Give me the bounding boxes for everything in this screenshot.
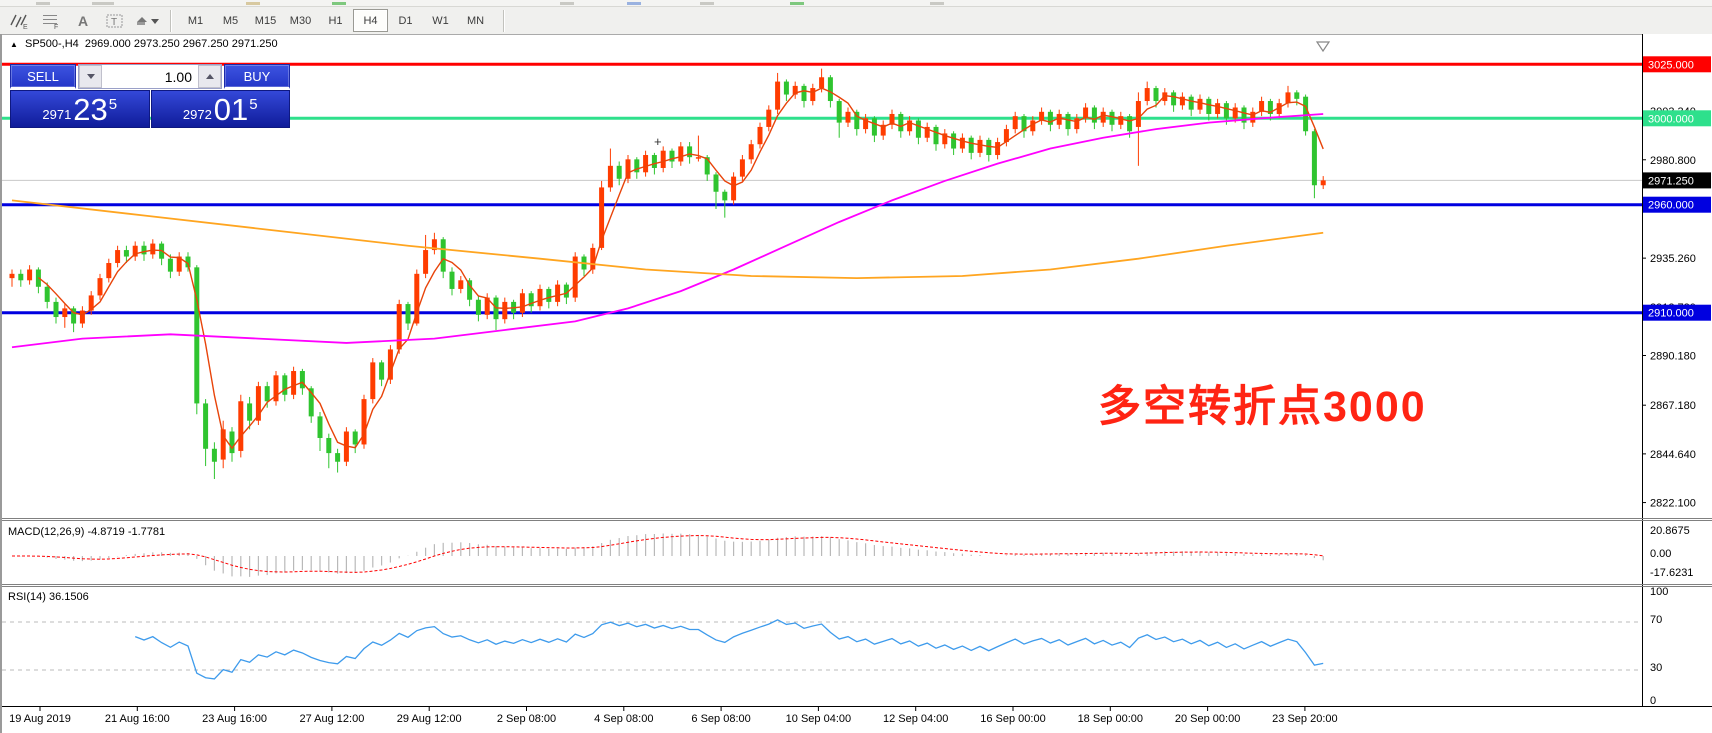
volume-increase-button[interactable] [198, 65, 221, 88]
collapse-triangle-icon[interactable]: ▲ [10, 40, 18, 49]
toolbar-separator [170, 9, 172, 32]
symbol-name: SP500-,H4 [24, 38, 79, 50]
time-label: 19 Aug 2019 [9, 713, 71, 725]
buy-price[interactable]: 2972 01 5 [150, 90, 290, 128]
price-badge [1643, 304, 1711, 321]
timeframe-button-mn[interactable]: MN [466, 14, 485, 27]
rsi-axis-label: 100 [1650, 586, 1668, 598]
macd-axis-label: -17.6231 [1650, 567, 1693, 579]
timeframe-button-m1[interactable]: M1 [187, 14, 204, 27]
caret-up-icon [205, 74, 214, 79]
timeframe-button-h1[interactable]: H1 [328, 14, 343, 27]
rsi-label: RSI(14) 36.1506 [8, 591, 89, 603]
one-click-trade-panel: SELL BUY 2971 23 5 2972 01 5 [10, 64, 290, 128]
timeframe-button-w1[interactable]: W1 [432, 14, 449, 27]
time-label: 23 Aug 16:00 [202, 713, 267, 725]
svg-text:F: F [54, 24, 58, 30]
sell-price[interactable]: 2971 23 5 [10, 90, 150, 128]
text-box-icon[interactable]: T [102, 10, 128, 31]
timeframe-button-d1[interactable]: D1 [398, 14, 413, 27]
time-label: 12 Sep 04:00 [883, 713, 948, 725]
chart-annotation[interactable]: 多空转折点3000 [1098, 383, 1427, 431]
chart-shift-marker [1315, 41, 1331, 53]
chart-toolbar: E F A T M1 M5 M15 M30 H1 H4 D1 W1 MN [0, 7, 1712, 35]
price-tick: 2822.100 [1650, 498, 1696, 510]
price-tick: 2980.800 [1650, 155, 1696, 167]
caret-down-icon [86, 74, 95, 79]
macd-label: MACD(12,26,9) -4.8719 -1.7781 [8, 526, 166, 538]
buy-button[interactable]: BUY [224, 64, 290, 89]
volume-decrease-button[interactable] [79, 65, 102, 88]
chart-window[interactable]: ▲ SP500-,H4 2969.000 2973.250 2967.250 2… [0, 34, 1712, 733]
svg-text:3025.000: 3025.000 [1648, 59, 1694, 71]
rsi-axis-label: 70 [1650, 614, 1662, 626]
price-tick: 2844.640 [1650, 449, 1696, 461]
time-label: 6 Sep 08:00 [691, 713, 750, 725]
price-badge [1643, 172, 1711, 189]
time-label: 10 Sep 04:00 [786, 713, 851, 725]
rsi-axis-label: 30 [1650, 662, 1662, 674]
time-label: 27 Aug 12:00 [299, 713, 364, 725]
timeframe-button-m15[interactable]: M15 [254, 14, 277, 27]
time-label: 29 Aug 12:00 [397, 713, 462, 725]
time-label: 16 Sep 00:00 [980, 713, 1045, 725]
volume-box [78, 64, 222, 89]
text-label-icon[interactable]: A [77, 12, 89, 29]
sell-button[interactable]: SELL [10, 64, 76, 89]
price-tick: 2935.260 [1650, 253, 1696, 265]
chart-object-cross: + [654, 134, 662, 149]
price-badge [1643, 196, 1711, 213]
svg-text:2910.000: 2910.000 [1648, 308, 1694, 320]
price-tick: 2867.180 [1650, 400, 1696, 412]
cropped-toolbar-row [0, 0, 1712, 7]
timeframe-button-m30[interactable]: M30 [289, 14, 312, 27]
indicators-icon[interactable]: E [6, 10, 32, 31]
price-badge [1643, 56, 1711, 73]
timeframe-button-h4[interactable]: H4 [353, 9, 388, 32]
cycles-icon[interactable] [134, 10, 160, 31]
macd-axis-label: 0.00 [1650, 548, 1671, 560]
time-label: 2 Sep 08:00 [497, 713, 556, 725]
volume-input[interactable] [102, 65, 198, 88]
time-label: 23 Sep 20:00 [1272, 713, 1337, 725]
macd-axis-label: 20.8675 [1650, 525, 1690, 537]
toolbar-separator-2 [503, 9, 505, 32]
time-label: 4 Sep 08:00 [594, 713, 653, 725]
symbol-ohlc: 2969.000 2973.250 2967.250 2971.250 [84, 38, 278, 50]
price-badge [1643, 110, 1711, 127]
timeframe-button-m5[interactable]: M5 [222, 14, 239, 27]
time-label: 21 Aug 16:00 [105, 713, 170, 725]
time-label: 20 Sep 00:00 [1175, 713, 1240, 725]
rsi-axis-label: 0 [1650, 695, 1656, 707]
svg-text:2960.000: 2960.000 [1648, 200, 1694, 212]
price-tick: 2890.180 [1650, 351, 1696, 363]
chart-canvas[interactable]: 3003.3402980.8002935.2602912.7202890.180… [2, 34, 1712, 733]
grid-f-icon[interactable]: F [38, 10, 64, 31]
svg-text:E: E [23, 24, 28, 30]
svg-text:3000.000: 3000.000 [1648, 113, 1694, 125]
symbol-header: ▲ SP500-,H4 2969.000 2973.250 2967.250 2… [10, 38, 278, 50]
svg-text:T: T [111, 17, 117, 28]
svg-text:2971.250: 2971.250 [1648, 175, 1694, 187]
time-label: 18 Sep 00:00 [1078, 713, 1143, 725]
